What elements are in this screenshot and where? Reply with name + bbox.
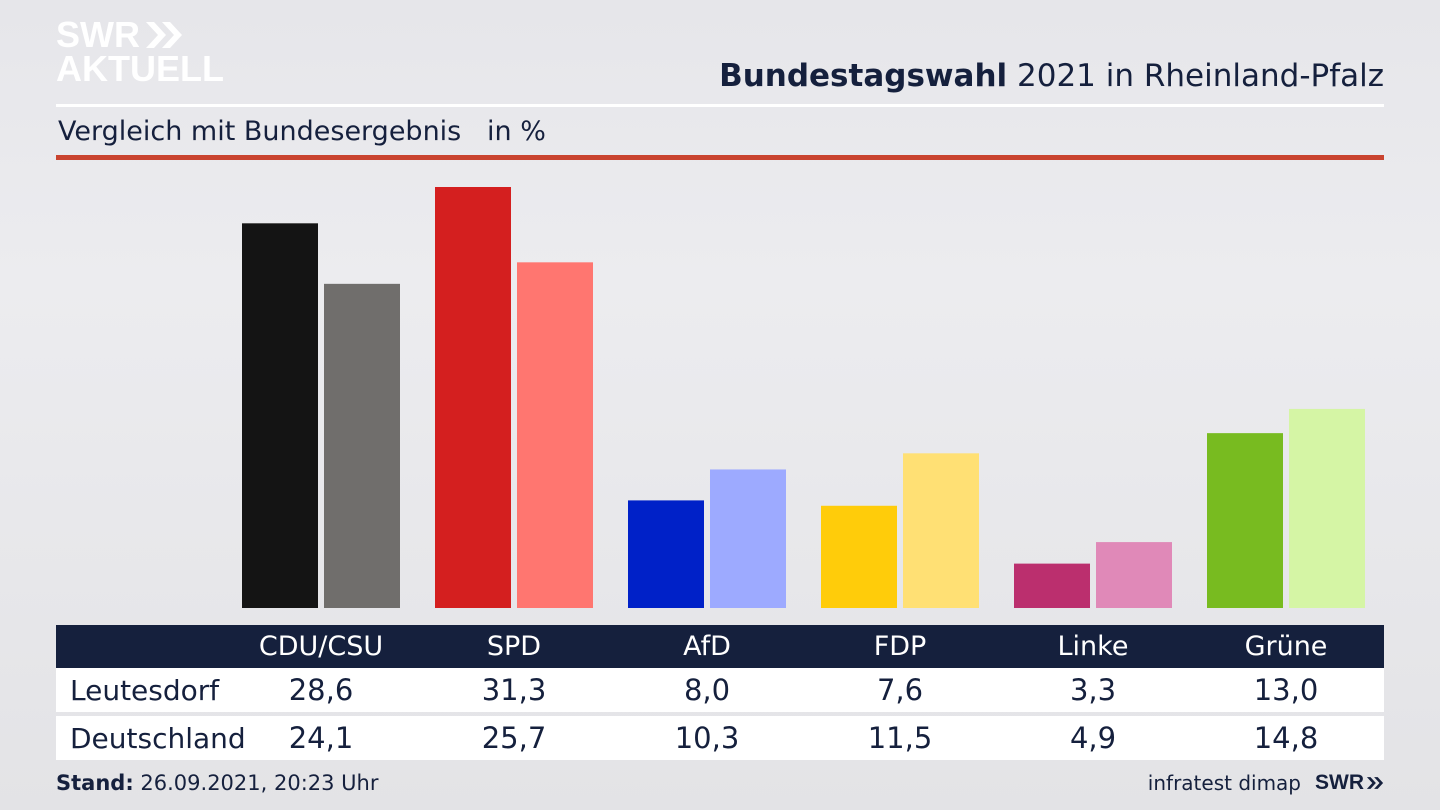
table-row: Deutschland 24,1 25,7 10,3 11,5 4,9 14,8 bbox=[56, 716, 1384, 760]
table-cell: 7,6 bbox=[876, 673, 924, 707]
logo-line1: SWR bbox=[56, 14, 140, 55]
results-table: CDU/CSU SPD AfD FDP Linke Grüne Leutesdorf 28… bbox=[56, 625, 1384, 760]
table-cell: 11,5 bbox=[867, 721, 933, 755]
row-label: Deutschland bbox=[70, 721, 246, 755]
timestamp: Stand: 26.09.2021, 20:23 Uhr bbox=[56, 771, 379, 795]
bar-cdu-csu-leutesdorf bbox=[242, 223, 318, 609]
title-bold: Bundestagswahl bbox=[719, 58, 1008, 94]
bar-chart bbox=[242, 187, 1365, 609]
table-cell: 8,0 bbox=[683, 673, 731, 707]
column-header: FDP bbox=[873, 631, 927, 662]
bar-afd-leutesdorf bbox=[628, 500, 704, 608]
stand-label: Stand: bbox=[56, 771, 134, 795]
logo-line2: AKTUELL bbox=[56, 48, 224, 89]
title-rest: 2021 in Rheinland-Pfalz bbox=[1007, 58, 1384, 94]
bar-linke-leutesdorf bbox=[1014, 563, 1090, 608]
bar-spd-deutschland bbox=[517, 262, 593, 608]
table-cell: 25,7 bbox=[481, 721, 547, 755]
swr-brand-text: SWR bbox=[1315, 771, 1364, 794]
column-header: AfD bbox=[683, 631, 731, 662]
table-cell: 10,3 bbox=[674, 721, 740, 755]
table-row: Leutesdorf 28,6 31,3 8,0 7,6 3,3 13,0 bbox=[56, 668, 1384, 712]
column-header: CDU/CSU bbox=[258, 631, 384, 662]
double-chevron-icon bbox=[1366, 777, 1384, 790]
table-header-row: CDU/CSU SPD AfD FDP Linke Grüne bbox=[56, 625, 1384, 668]
swr-brand: SWR bbox=[1315, 771, 1384, 795]
table-cell: 4,9 bbox=[1069, 721, 1117, 755]
table-cell: 3,3 bbox=[1069, 673, 1117, 707]
table-cell: 28,6 bbox=[288, 673, 354, 707]
page-title: Bundestagswahl 2021 in Rheinland-Pfalz bbox=[719, 58, 1384, 94]
bar-spd-leutesdorf bbox=[435, 187, 511, 608]
table-cell: 31,3 bbox=[481, 673, 547, 707]
stand-value: 26.09.2021, 20:23 Uhr bbox=[133, 771, 379, 795]
table-cell: 24,1 bbox=[288, 721, 354, 755]
bar-afd-deutschland bbox=[710, 469, 786, 608]
source-label: infratest dimap bbox=[1147, 771, 1301, 795]
table-cell: 13,0 bbox=[1253, 673, 1319, 707]
double-chevron-icon bbox=[146, 22, 182, 48]
column-header: SPD bbox=[486, 631, 542, 662]
bar-gr-ne-deutschland bbox=[1289, 408, 1365, 608]
source-credit: infratest dimap SWR bbox=[1148, 771, 1384, 795]
swr-aktuell-logo: SWR AKTUELL bbox=[56, 14, 224, 89]
bar-gr-ne-leutesdorf bbox=[1207, 433, 1283, 608]
bar-cdu-csu-deutschland bbox=[324, 283, 400, 608]
column-header: Grüne bbox=[1244, 631, 1328, 662]
chart-subtitle: Vergleich mit Bundesergebnis in % bbox=[58, 116, 546, 147]
subtitle-divider bbox=[56, 155, 1384, 160]
bar-fdp-leutesdorf bbox=[821, 505, 897, 608]
header-divider bbox=[56, 104, 1384, 107]
row-label: Leutesdorf bbox=[70, 673, 220, 707]
bar-linke-deutschland bbox=[1096, 542, 1172, 608]
bar-fdp-deutschland bbox=[903, 453, 979, 608]
table-cell: 14,8 bbox=[1253, 721, 1319, 755]
column-header: Linke bbox=[1057, 631, 1129, 662]
